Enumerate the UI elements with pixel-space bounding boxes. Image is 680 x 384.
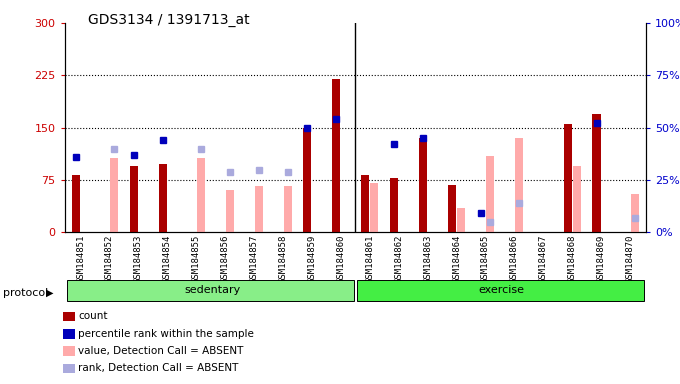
Text: GSM184852: GSM184852	[105, 235, 114, 283]
Text: GSM184855: GSM184855	[192, 235, 201, 283]
Bar	[419, 138, 427, 232]
Text: GSM184858: GSM184858	[279, 235, 288, 283]
Bar	[197, 158, 205, 232]
Text: rank, Detection Call = ABSENT: rank, Detection Call = ABSENT	[78, 363, 239, 373]
Text: GSM184864: GSM184864	[452, 235, 461, 283]
Text: GSM184851: GSM184851	[76, 235, 85, 283]
Bar	[67, 280, 354, 301]
Text: count: count	[78, 311, 107, 321]
Text: GSM184866: GSM184866	[510, 235, 519, 283]
Text: GSM184867: GSM184867	[539, 235, 548, 283]
Bar	[303, 127, 311, 232]
Bar	[515, 138, 523, 232]
Text: exercise: exercise	[478, 285, 524, 295]
Bar	[592, 114, 600, 232]
Bar	[486, 156, 494, 232]
Bar	[361, 175, 369, 232]
Bar	[254, 185, 262, 232]
Text: value, Detection Call = ABSENT: value, Detection Call = ABSENT	[78, 346, 243, 356]
Bar	[332, 79, 340, 232]
Bar	[130, 166, 138, 232]
Text: protocol: protocol	[3, 288, 49, 298]
Bar	[564, 124, 572, 232]
Text: GSM184863: GSM184863	[423, 235, 432, 283]
Text: GSM184868: GSM184868	[568, 235, 577, 283]
Bar	[357, 280, 644, 301]
Text: GSM184862: GSM184862	[394, 235, 403, 283]
Text: sedentary: sedentary	[184, 285, 240, 295]
Bar	[390, 178, 398, 232]
Bar	[110, 158, 118, 232]
Text: GSM184854: GSM184854	[163, 235, 172, 283]
Text: GSM184856: GSM184856	[220, 235, 230, 283]
Bar	[72, 175, 80, 232]
Bar	[573, 166, 581, 232]
Bar	[630, 194, 639, 232]
Bar	[226, 190, 234, 232]
Text: GSM184861: GSM184861	[365, 235, 374, 283]
Text: GSM184865: GSM184865	[481, 235, 490, 283]
Text: GSM184857: GSM184857	[250, 235, 258, 283]
Bar	[448, 185, 456, 232]
Bar	[158, 164, 167, 232]
Text: GSM184870: GSM184870	[626, 235, 634, 283]
Bar	[371, 184, 379, 232]
Text: GSM184859: GSM184859	[307, 235, 316, 283]
Text: percentile rank within the sample: percentile rank within the sample	[78, 329, 254, 339]
Text: GSM184853: GSM184853	[134, 235, 143, 283]
Text: GSM184869: GSM184869	[596, 235, 606, 283]
Bar	[457, 208, 465, 232]
Text: GDS3134 / 1391713_at: GDS3134 / 1391713_at	[88, 13, 250, 27]
Bar	[284, 185, 292, 232]
Text: ▶: ▶	[46, 288, 54, 298]
Text: GSM184860: GSM184860	[337, 235, 345, 283]
